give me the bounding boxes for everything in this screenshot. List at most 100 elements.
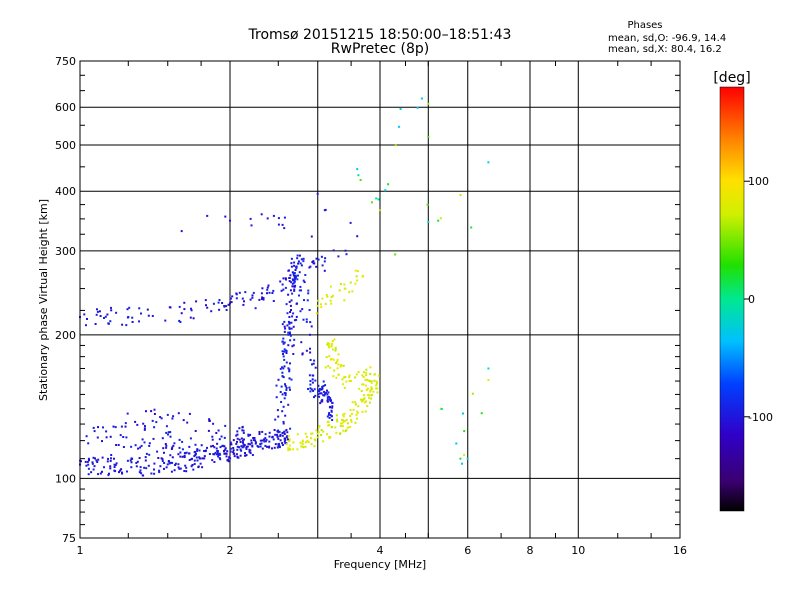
data-point xyxy=(199,462,202,465)
data-point xyxy=(169,431,172,434)
data-point xyxy=(293,264,296,267)
data-point xyxy=(283,341,286,344)
data-point xyxy=(286,435,289,438)
data-point xyxy=(229,450,232,453)
data-point xyxy=(235,453,238,456)
data-point xyxy=(345,428,348,431)
data-point xyxy=(290,327,293,330)
data-point xyxy=(230,301,233,304)
data-point xyxy=(365,371,368,374)
data-point xyxy=(264,437,267,440)
data-point xyxy=(328,412,331,415)
data-point xyxy=(121,323,124,326)
data-point xyxy=(288,444,291,447)
data-point xyxy=(288,368,291,371)
data-point xyxy=(328,355,331,358)
data-point xyxy=(183,308,186,311)
data-point xyxy=(159,465,162,468)
data-point xyxy=(282,277,285,280)
data-point xyxy=(365,388,368,391)
data-point xyxy=(326,389,328,392)
data-point xyxy=(326,393,329,396)
data-point xyxy=(470,226,473,229)
data-point xyxy=(268,291,271,294)
data-point xyxy=(318,390,321,392)
data-point xyxy=(480,412,483,415)
data-point xyxy=(190,465,193,468)
data-point xyxy=(205,304,207,307)
data-point xyxy=(172,444,175,447)
data-point xyxy=(97,458,100,461)
data-point xyxy=(138,307,141,310)
data-point xyxy=(192,317,195,320)
data-point xyxy=(306,435,308,438)
data-point xyxy=(354,282,357,285)
data-point xyxy=(223,450,225,453)
data-point xyxy=(151,419,154,422)
data-point xyxy=(290,281,293,284)
data-point xyxy=(283,440,286,443)
data-point xyxy=(300,289,302,292)
data-point xyxy=(343,412,346,415)
data-point xyxy=(219,446,222,449)
data-point xyxy=(194,443,197,446)
data-point xyxy=(193,463,196,465)
data-point xyxy=(282,353,284,355)
data-point xyxy=(317,299,320,302)
data-point xyxy=(291,282,294,285)
data-point xyxy=(238,427,241,430)
data-point xyxy=(322,430,325,433)
data-point xyxy=(273,429,276,431)
data-point xyxy=(277,437,280,440)
data-point xyxy=(144,456,147,459)
data-point xyxy=(153,413,156,415)
data-point xyxy=(216,452,219,454)
data-point xyxy=(219,453,222,456)
x-tick-label: 6 xyxy=(464,544,471,557)
data-point xyxy=(301,439,304,442)
data-point xyxy=(334,346,337,349)
data-point xyxy=(245,454,248,457)
data-point xyxy=(293,276,296,278)
data-point xyxy=(427,102,430,105)
data-point xyxy=(286,436,288,439)
data-point xyxy=(86,460,89,463)
data-point xyxy=(309,390,312,393)
data-point xyxy=(266,292,268,295)
minor-ticks xyxy=(80,61,680,538)
data-point xyxy=(334,348,337,351)
data-point xyxy=(337,353,340,356)
data-point xyxy=(179,321,182,323)
data-point xyxy=(192,468,195,471)
data-point xyxy=(349,281,352,284)
data-point xyxy=(300,341,303,344)
data-point xyxy=(178,467,181,470)
data-point xyxy=(384,189,387,192)
data-point xyxy=(240,449,243,452)
data-point xyxy=(278,430,281,433)
data-point xyxy=(170,470,173,473)
data-point xyxy=(323,269,326,272)
data-point xyxy=(271,447,273,450)
data-point xyxy=(337,363,340,366)
data-point xyxy=(342,415,345,418)
data-point xyxy=(274,418,277,421)
data-point xyxy=(295,275,297,278)
data-point xyxy=(191,464,194,466)
data-point xyxy=(178,305,181,308)
data-point xyxy=(298,254,301,257)
data-point xyxy=(251,444,254,447)
data-point xyxy=(336,420,339,423)
data-point xyxy=(318,392,321,395)
data-point xyxy=(153,468,155,471)
data-point xyxy=(174,464,177,466)
data-point xyxy=(305,320,308,323)
data-point xyxy=(342,429,345,432)
data-point xyxy=(310,432,313,435)
data-point xyxy=(316,432,319,435)
data-point xyxy=(254,441,257,444)
data-point xyxy=(235,292,238,295)
data-point xyxy=(277,415,280,418)
data-point xyxy=(242,441,244,444)
data-point xyxy=(329,358,332,361)
